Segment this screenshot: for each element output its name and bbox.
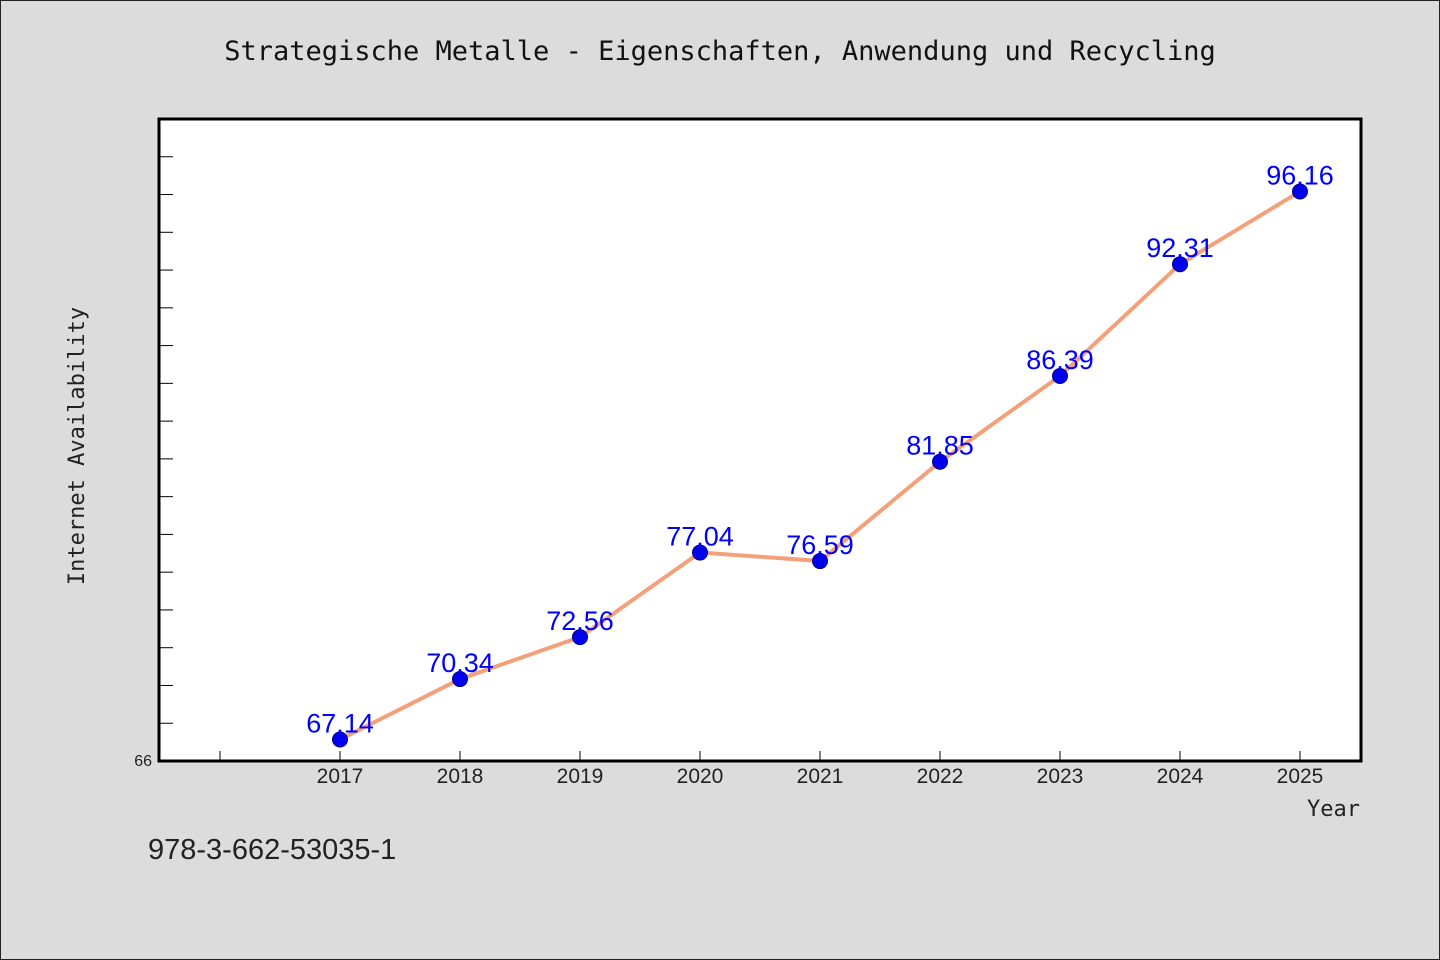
data-label: 67.14: [306, 708, 374, 738]
data-point-marker: [1172, 256, 1188, 273]
data-point-marker: [1292, 183, 1308, 200]
data-point-marker: [692, 544, 708, 561]
x-tick-label: 2018: [437, 765, 484, 788]
data-point-marker: [812, 553, 828, 570]
data-point-marker: [932, 453, 948, 470]
plot-area: [157, 117, 1363, 763]
data-label: 92.31: [1146, 233, 1214, 263]
x-axis-tick-labels: 2017 2018 2019 2020 2021 2022 2023 2024 2025: [317, 765, 1324, 788]
y-axis-ticks: [159, 156, 173, 724]
data-label: 72.56: [546, 606, 614, 636]
data-label: 77.04: [666, 522, 734, 552]
x-tick-label: 2017: [317, 765, 364, 788]
chart-title: Strategische Metalle - Eigenschaften, An…: [224, 36, 1216, 67]
x-axis-ticks: [219, 751, 1301, 761]
isbn-footer: 978-3-662-53035-1: [148, 834, 397, 866]
y-axis-min-label: 66: [134, 753, 152, 770]
x-axis-label: Year: [1307, 797, 1360, 822]
y-axis-label: Internet Availability: [65, 307, 90, 585]
data-point-marker: [452, 671, 468, 688]
x-tick-label: 2022: [917, 765, 964, 788]
x-tick-label: 2020: [677, 765, 724, 788]
x-tick-label: 2025: [1277, 765, 1324, 788]
data-point-marker: [572, 629, 588, 646]
data-label: 76.59: [786, 530, 854, 560]
data-label: 86.39: [1026, 345, 1094, 375]
x-tick-label: 2021: [797, 765, 844, 788]
series-group: 67.14 70.34 72.56 77.04 76.59 81.85 86.39 92.31…: [306, 161, 1334, 748]
data-label: 81.85: [906, 431, 974, 461]
x-tick-label: 2023: [1037, 765, 1084, 788]
data-label: 70.34: [426, 648, 494, 678]
data-point-marker: [332, 731, 348, 748]
x-tick-label: 2019: [557, 765, 604, 788]
x-tick-label: 2024: [1157, 765, 1204, 788]
data-point-marker: [1052, 367, 1068, 384]
data-label: 96.16: [1266, 161, 1334, 191]
